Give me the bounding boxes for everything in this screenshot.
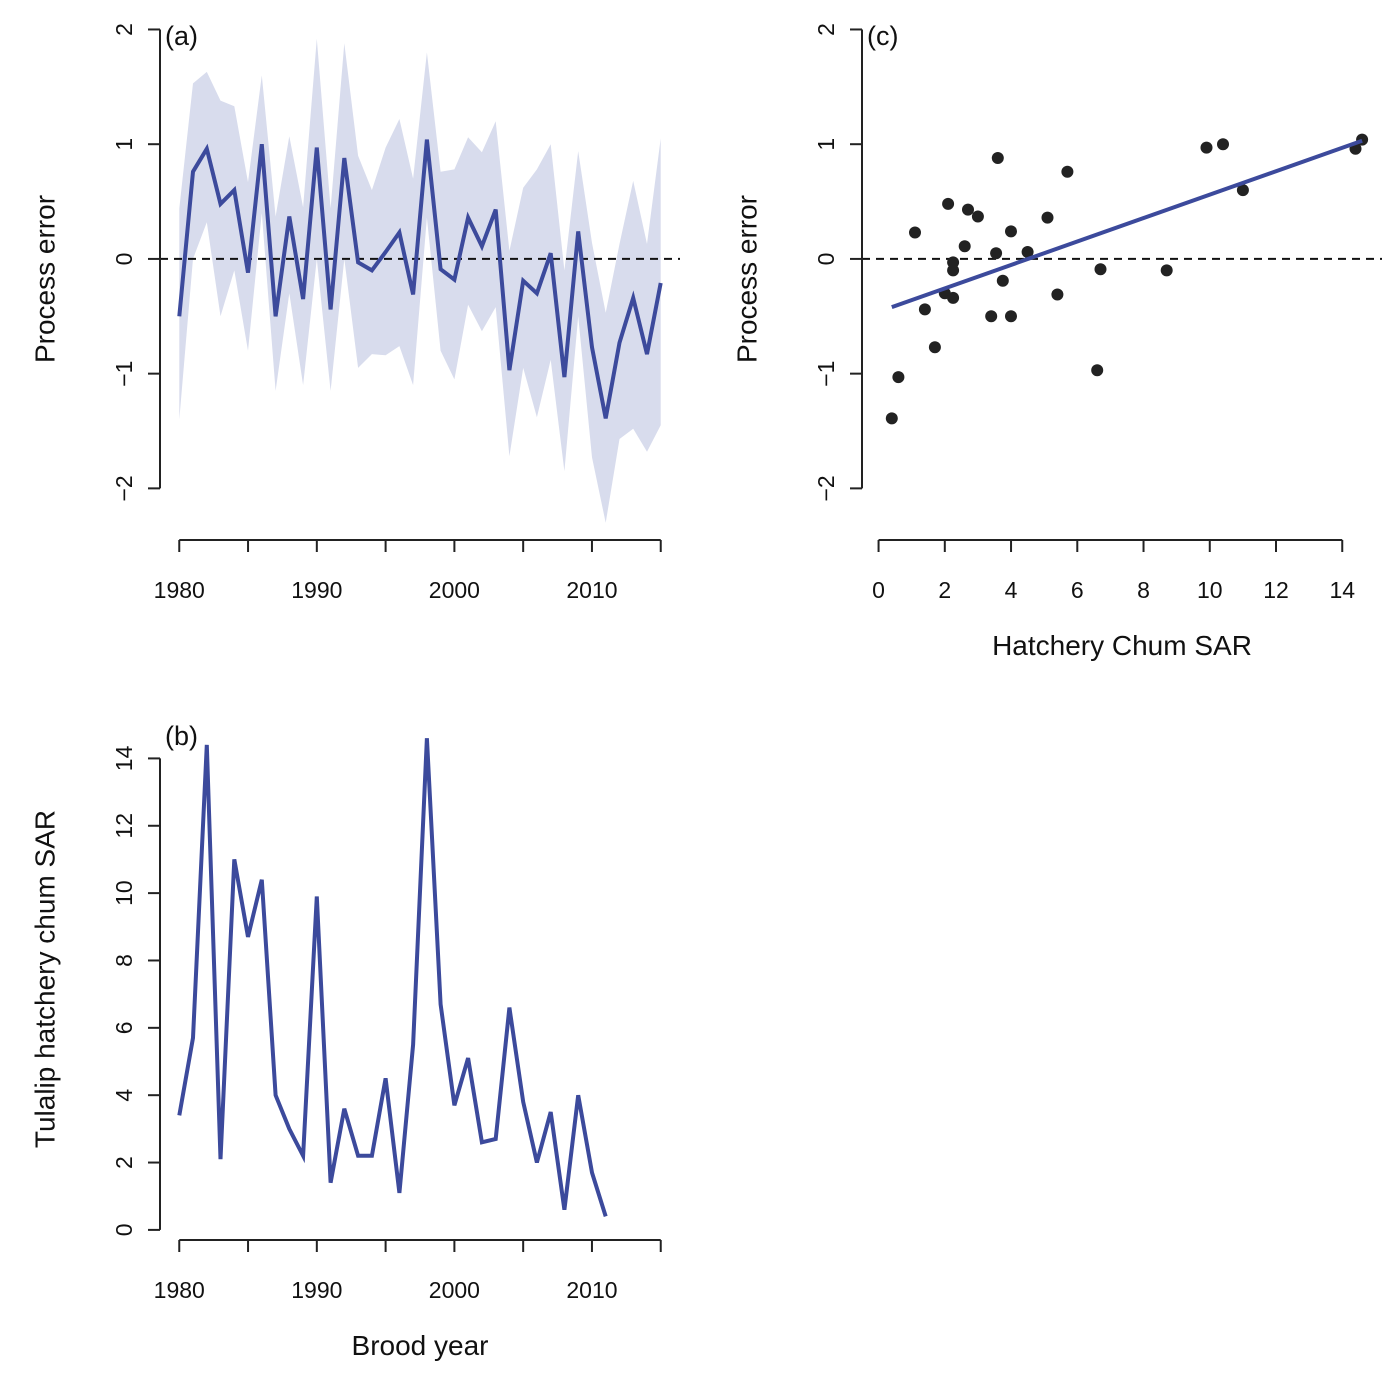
y-tick-label: 0 [813,253,839,266]
y-tick-label: −2 [813,475,839,501]
data-point [1217,138,1229,151]
x-tick-label: 6 [1071,577,1084,603]
data-point [1160,264,1173,277]
x-axis-title: Hatchery Chum SAR [992,630,1252,661]
y-tick-label: 1 [111,138,137,151]
data-point [991,152,1004,164]
y-tick-label: 1 [813,138,839,151]
x-tick-label: 2010 [566,577,617,603]
data-point [918,303,931,316]
x-tick-label: 0 [872,577,885,603]
y-tick-label: 2 [111,1156,137,1169]
y-tick-label: 14 [111,745,137,771]
y-tick-label: 0 [111,253,137,266]
credible-interval-band [179,38,661,523]
x-tick-label: 4 [1005,577,1018,603]
y-tick-label: −1 [813,361,839,387]
series-line [177,738,608,1217]
x-tick-label: 14 [1329,577,1355,603]
x-tick-label: 12 [1263,577,1289,603]
data-point [892,371,905,384]
x-tick-label: 1990 [291,1277,342,1303]
data-point [1021,246,1034,258]
data-point [942,197,955,210]
data-point [962,203,974,216]
data-point [996,274,1009,287]
data-point [1236,184,1249,197]
y-tick-label: 4 [111,1089,137,1102]
y-tick-label: 2 [111,23,137,36]
data-point [1094,263,1107,276]
data-point [1091,364,1104,377]
series-line [177,139,663,419]
y-tick-label: 10 [111,880,137,906]
data-point [885,412,898,425]
x-tick-label: 1980 [154,1277,205,1303]
x-tick-label: 2000 [429,577,480,603]
y-axis-title: Tulalip hatchery chum SAR [30,810,61,1148]
y-tick-label: 2 [813,23,839,36]
data-point [971,210,984,223]
data-point [947,264,960,277]
x-tick-label: 2 [938,577,951,603]
data-point [1005,225,1017,238]
y-tick-label: 8 [111,954,137,967]
data-point [1041,211,1054,224]
panel-label: (b) [165,721,198,751]
x-tick-label: 2000 [429,1277,480,1303]
panel-label: (a) [165,21,198,51]
y-tick-label: −2 [111,475,137,501]
data-point [947,291,960,304]
data-point [1200,141,1213,154]
x-tick-label: 2010 [566,1277,617,1303]
data-point [958,240,971,253]
panel-label: (c) [867,21,898,51]
x-tick-label: 8 [1137,577,1150,603]
x-tick-label: 10 [1197,577,1223,603]
data-point [990,247,1003,260]
data-point [1051,288,1064,301]
data-point [985,310,998,323]
y-tick-label: 0 [111,1223,137,1236]
y-tick-label: −1 [111,361,137,387]
y-axis-title: Process error [732,195,763,363]
y-tick-label: 12 [111,813,137,839]
data-point [1005,310,1017,323]
x-tick-label: 1990 [291,577,342,603]
x-axis-title: Brood year [352,1330,489,1361]
y-tick-label: 6 [111,1021,137,1034]
regression-line [891,138,1363,309]
data-point [909,226,921,239]
panel-a: 1980 1990 2000 2010 −2 −1 0 1 2 Process error (a) [30,21,680,603]
data-point [928,341,941,354]
y-axis-title: Process error [30,195,61,363]
panel-b: 1980 1990 2000 2010 0 2 4 6 8 10 12 14 Tulalip hatch… [30,721,662,1361]
data-point [1061,165,1074,178]
x-tick-label: 1980 [154,577,205,603]
